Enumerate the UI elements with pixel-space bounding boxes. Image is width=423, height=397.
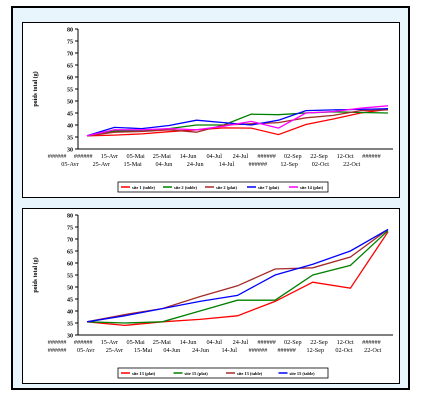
x-tick-label-row2: ######	[249, 347, 268, 354]
y-tick-label: 35	[67, 136, 73, 142]
x-tick-label-row2: 04-Jun	[155, 161, 172, 168]
y-tick-label: 40	[67, 310, 73, 316]
x-tick-label-row1: 02-Sep	[284, 339, 302, 346]
x-tick-label-row2: 25-Avr	[93, 161, 110, 168]
x-tick-label-row1: 25-Mai	[153, 339, 171, 346]
x-tick-label-row1: 04-Jul	[206, 339, 222, 346]
x-tick-label-row2: 14-Jul	[219, 161, 235, 168]
y-tick-label: 70	[67, 238, 73, 244]
y-tick-label: 65	[67, 64, 73, 70]
x-tick-label-row1: 04-Jul	[206, 153, 222, 160]
y-tick-label: 75	[67, 226, 73, 232]
x-tick-label-row1: 22-Sep	[310, 339, 328, 346]
legend-label: site 14 (plat)	[300, 185, 324, 190]
x-tick-label-row1: 24-Jul	[233, 339, 249, 346]
legend-label: site 15 (table)	[290, 371, 316, 376]
series-line-1	[86, 230, 389, 324]
x-tick-label-row1: 15-Avr	[101, 339, 118, 346]
y-tick-label: 50	[67, 286, 73, 292]
legend-label: site 13 (plat)	[132, 371, 156, 376]
x-tick-label-row2: ######	[249, 161, 268, 168]
x-tick-label-row2: 02-Oct	[312, 161, 329, 168]
series-line-2	[86, 109, 389, 137]
x-tick-label-row1: ######	[362, 339, 381, 346]
y-tick-label: 45	[67, 298, 73, 304]
x-tick-label-row2: ######	[48, 347, 67, 354]
x-tick-label-row2: 22-Oct	[343, 161, 360, 168]
y-axis-label: poids total (g)	[32, 257, 39, 292]
chart-bottom: 30 35 40 45 50 55 60 65 70 75 80 poids total (g) ###…	[32, 214, 393, 379]
x-tick-label-row1: 02-Sep	[284, 153, 302, 160]
y-tick-label: 75	[67, 40, 73, 46]
legend-label: site 2 (plat)	[216, 185, 238, 190]
x-tick-label-row2: 04-Jun	[163, 347, 180, 354]
y-tick-label: 30	[67, 148, 73, 154]
y-tick-label: 60	[67, 76, 73, 82]
y-tick-label: 70	[67, 52, 73, 58]
x-tick-label-row2: 14-Jul	[221, 347, 237, 354]
figure-frame: 30 35 40 45 50 55 60 65 70 75 80 poids total (g) ###…	[11, 6, 410, 390]
x-tick-label-row1: ######	[74, 153, 93, 160]
x-tick-label-row1: 05-Mai	[126, 153, 144, 160]
legend-box	[117, 181, 329, 193]
x-tick-label-row2: 15-Mai	[123, 161, 141, 168]
legend-label: site 15 (plat)	[185, 371, 209, 376]
series-line-2	[86, 228, 389, 323]
legend-label: site 2 (table)	[174, 185, 197, 190]
y-axis-label: poids total (g)	[32, 71, 39, 106]
y-tick-label: 55	[67, 274, 73, 280]
x-tick-label-row1: 12-Oct	[337, 339, 354, 346]
legend-label: site 7 (plat)	[258, 185, 280, 190]
x-tick-label-row2: 02-Oct	[335, 347, 352, 354]
x-tick-label-row1: 22-Sep	[310, 153, 328, 160]
x-tick-label-row2: 24-Jun	[192, 347, 209, 354]
x-tick-label-row2: 05-Avr	[77, 347, 94, 354]
x-tick-label-row1: 12-Oct	[337, 153, 354, 160]
x-tick-label-row2: 15-Mai	[134, 347, 152, 354]
x-tick-label-row1: 14-Jun	[180, 339, 197, 346]
x-tick-label-row1: ######	[362, 153, 381, 160]
y-tick-label: 30	[67, 334, 73, 340]
y-tick-label: 55	[67, 88, 73, 94]
legend-label: site 13 (table)	[237, 371, 263, 376]
series-line-4	[86, 105, 389, 137]
series-line-3	[86, 228, 389, 323]
y-tick-label: 65	[67, 250, 73, 256]
y-tick-label: 60	[67, 262, 73, 268]
chart-panel-bottom: 30 35 40 45 50 55 60 65 70 75 80 poids total (g) ###…	[22, 208, 400, 384]
x-tick-label-row1: ######	[257, 153, 276, 160]
x-tick-label-row1: ######	[257, 339, 276, 346]
y-tick-label: 45	[67, 112, 73, 118]
y-tick-label: 80	[67, 28, 73, 34]
x-tick-label-row2: 12-Sep	[307, 347, 325, 354]
x-tick-label-row2: 22-Oct	[364, 347, 381, 354]
x-tick-label-row1: ######	[48, 153, 67, 160]
x-tick-label-row1: 14-Jun	[180, 153, 197, 160]
x-tick-label-row2: 25-Avr	[106, 347, 123, 354]
series-line-0	[86, 108, 389, 137]
legend-label: site 1 (table)	[132, 185, 155, 190]
x-tick-label-row2: 12-Sep	[280, 161, 298, 168]
y-tick-label: 50	[67, 100, 73, 106]
x-tick-label-row1: 24-Jul	[233, 153, 249, 160]
x-tick-label-row1: 25-Mai	[153, 153, 171, 160]
x-tick-label-row1: ######	[48, 339, 67, 346]
chart-panel-top: 30 35 40 45 50 55 60 65 70 75 80 poids total (g) ###…	[22, 22, 400, 198]
chart-top: 30 35 40 45 50 55 60 65 70 75 80 poids total (g) ###…	[32, 28, 393, 193]
legend-box	[117, 367, 329, 379]
series-line-0	[86, 231, 389, 327]
x-tick-label-row2: 05-Avr	[61, 161, 78, 168]
y-tick-label: 80	[67, 214, 73, 220]
x-tick-label-row1: 15-Avr	[101, 153, 118, 160]
x-tick-label-row1: ######	[74, 339, 93, 346]
y-tick-label: 35	[67, 322, 73, 328]
x-tick-label-row2: ######	[277, 347, 296, 354]
y-tick-label: 40	[67, 124, 73, 130]
x-tick-label-row1: 05-Mai	[126, 339, 144, 346]
x-tick-label-row2: 24-Jun	[187, 161, 204, 168]
